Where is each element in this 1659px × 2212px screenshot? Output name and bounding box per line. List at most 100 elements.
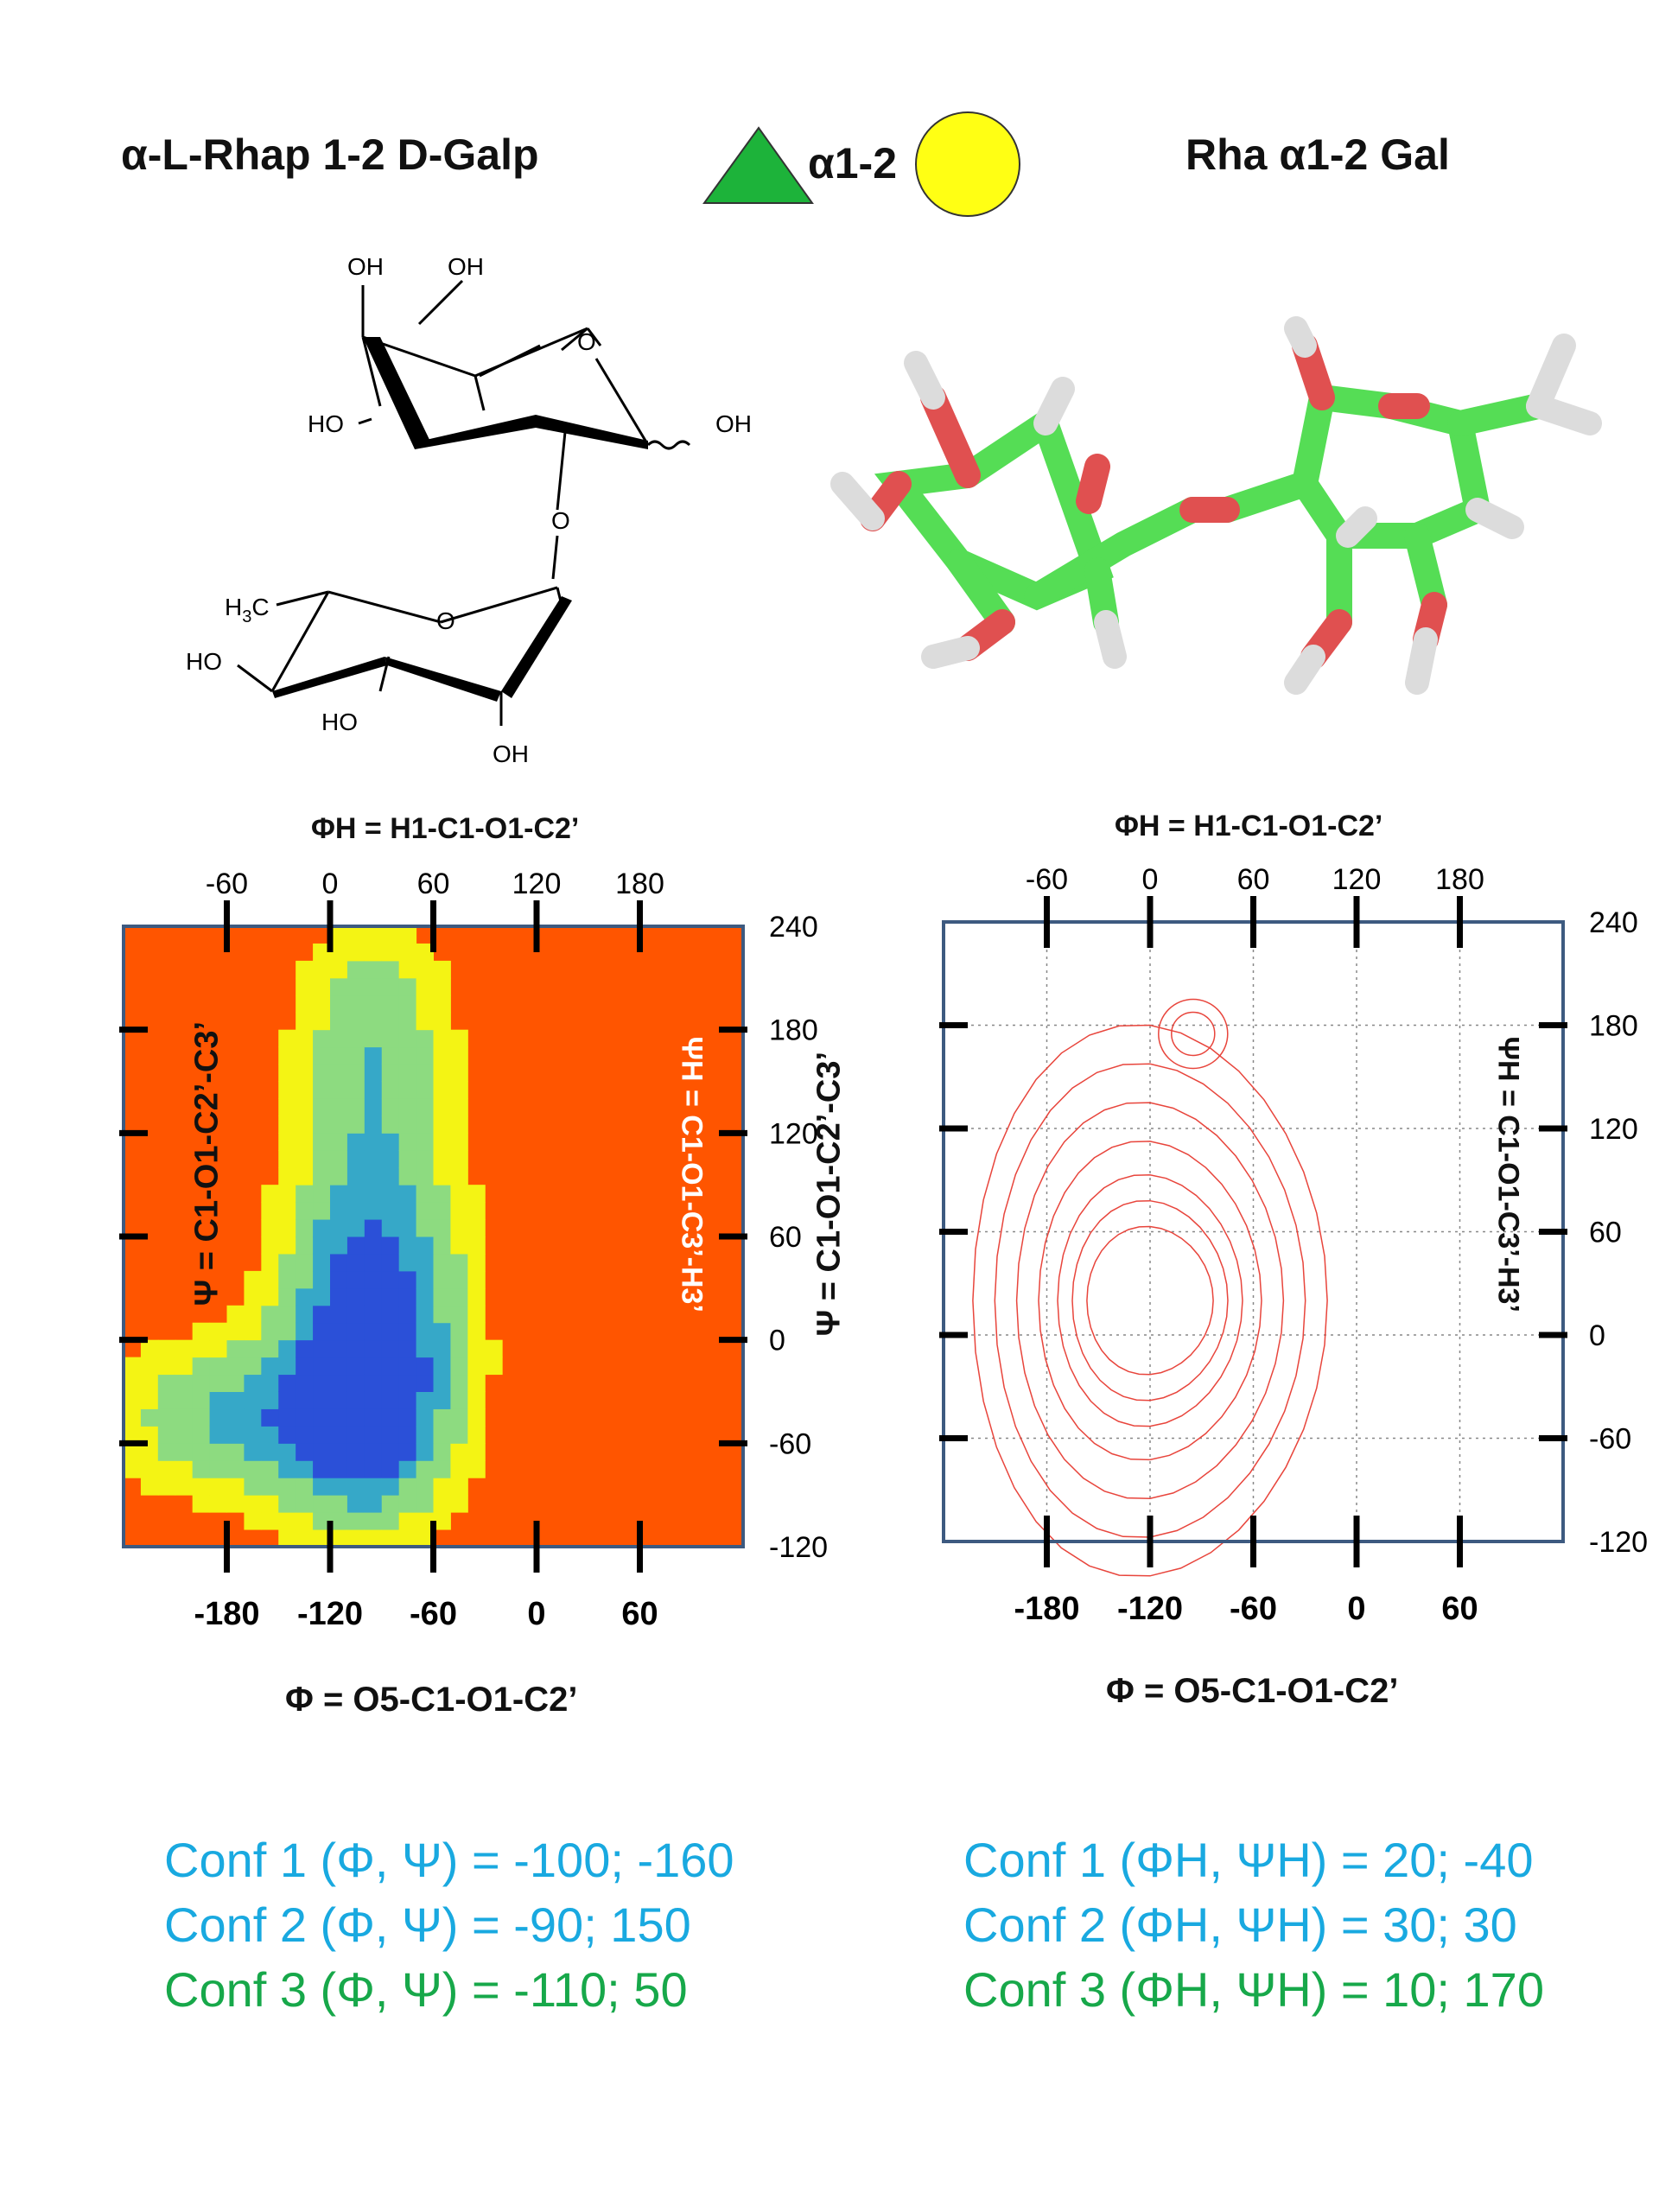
left-title: α-L-Rhap 1-2 D-Galp — [121, 130, 539, 179]
heatmap-cell — [124, 1391, 142, 1409]
heatmap-cell — [450, 1408, 468, 1427]
heatmap-cell — [140, 1339, 159, 1358]
heatmap-cell — [381, 1236, 400, 1255]
heatmap-cell — [346, 1287, 365, 1306]
heatmap-cell — [313, 1495, 331, 1513]
heatmap-cell — [398, 1098, 417, 1116]
heatmap-cell — [381, 1512, 400, 1530]
heatmap-cell — [209, 1357, 227, 1376]
heatmap-cell — [433, 1270, 451, 1289]
heatmap-cell — [398, 1167, 417, 1185]
heatmap-cell — [467, 1374, 486, 1392]
heatmap-cell — [313, 1322, 331, 1341]
heatmap-cell — [209, 1478, 227, 1496]
heatmap-cell — [140, 1426, 159, 1444]
heatmap-cell — [398, 1478, 417, 1496]
heatmap-cell — [398, 1426, 417, 1444]
heatmap-cell — [416, 1253, 434, 1272]
heatmap-cell — [261, 1287, 279, 1306]
heatmap-cell — [467, 1202, 486, 1220]
heatmap-cell — [433, 977, 451, 996]
heatmap-cell — [398, 1219, 417, 1237]
heatmap-cell — [433, 1339, 451, 1358]
heatmap-cell — [364, 1391, 383, 1409]
heatmap-cell — [313, 995, 331, 1014]
heatmap-cell — [175, 1460, 194, 1478]
heatmap-cell — [364, 1150, 383, 1168]
heatmap-cell — [381, 1495, 400, 1513]
heatmap-cell — [346, 1391, 365, 1409]
heatmap-cell — [381, 1167, 400, 1185]
heatmap-cell — [433, 1116, 451, 1134]
right-conf-3: Conf 3 (ΦH, ΨH) = 10; 170 — [963, 1962, 1544, 2017]
heatmap-cell — [433, 1426, 451, 1444]
heatmap-cell — [192, 1339, 211, 1358]
heatmap-cell — [364, 1133, 383, 1151]
heatmap-cell — [416, 1150, 434, 1168]
heatmap-cell — [467, 1287, 486, 1306]
heatmap-cell — [450, 1287, 468, 1306]
heatmap-cell — [157, 1357, 176, 1376]
top-tick-label: -60 — [206, 868, 248, 900]
heatmap-cell — [346, 1460, 365, 1478]
left-bottom-axis-title: Φ = O5-C1-O1-C2’ — [285, 1681, 578, 1719]
heatmap-cell — [433, 1322, 451, 1341]
heatmap-cell — [330, 1374, 348, 1392]
heatmap-cell — [261, 1374, 279, 1392]
heatmap-cell — [433, 1098, 451, 1116]
heatmap-cell — [416, 1185, 434, 1203]
heatmap-cell — [261, 1391, 279, 1409]
heatmap-cell — [175, 1391, 194, 1409]
heatmap-cell — [330, 1495, 348, 1513]
contour-line — [1015, 1102, 1285, 1499]
heatmap-cell — [346, 1253, 365, 1272]
heatmap-cell — [467, 1426, 486, 1444]
top-tick-label: 0 — [322, 868, 339, 900]
heatmap-cell — [261, 1253, 279, 1272]
heatmap-cell — [398, 1322, 417, 1341]
heatmap-cell — [364, 1443, 383, 1461]
heatmap-cell — [485, 1357, 503, 1376]
heatmap-cell — [278, 1236, 296, 1255]
heatmap-cell — [416, 1098, 434, 1116]
linkage-label: α1-2 — [808, 139, 898, 188]
heatmap-cell — [330, 1185, 348, 1203]
heatmap-cell — [433, 1460, 451, 1478]
heatmap-cell — [381, 960, 400, 979]
heatmap-cell — [330, 1081, 348, 1099]
bottom-tick-label: 0 — [527, 1596, 545, 1632]
heatmap-cell — [364, 943, 383, 962]
heatmap-cell — [346, 1512, 365, 1530]
heatmap-cell — [330, 1150, 348, 1168]
heatmap-cell — [381, 1081, 400, 1099]
heatmap-cell — [313, 1167, 331, 1185]
heatmap-cell — [433, 1253, 451, 1272]
heatmap-cell — [226, 1478, 245, 1496]
bottom-tick-label: -180 — [1014, 1591, 1079, 1627]
heatmap-cell — [313, 1046, 331, 1065]
heatmap-cell — [140, 1478, 159, 1496]
heatmap-cell — [346, 1495, 365, 1513]
heatmap-cell — [313, 1270, 331, 1289]
heatmap-cell — [296, 1357, 314, 1376]
heatmap-cell — [450, 1185, 468, 1203]
heatmap-cell — [244, 1443, 262, 1461]
heatmap-cell — [296, 1046, 314, 1065]
heatmap-cell — [330, 943, 348, 962]
heatmap-cell — [313, 1287, 331, 1306]
heatmap-cell — [416, 1029, 434, 1048]
heatmap-cell — [433, 1287, 451, 1306]
bottom-tick-label: -60 — [1230, 1591, 1277, 1627]
heatmap-cell — [346, 995, 365, 1014]
heatmap-cell — [209, 1443, 227, 1461]
heatmap-cell — [364, 1512, 383, 1530]
top-tick-label: 180 — [615, 868, 664, 900]
contour-line — [1057, 1174, 1243, 1427]
heatmap-cell — [278, 1150, 296, 1168]
heatmap-cell — [278, 1408, 296, 1427]
heatmap-cell — [433, 1478, 451, 1496]
heatmap-cell — [192, 1495, 211, 1513]
heatmap-cell — [192, 1374, 211, 1392]
heatmap-cell — [381, 1478, 400, 1496]
heatmap-cell — [313, 1305, 331, 1324]
